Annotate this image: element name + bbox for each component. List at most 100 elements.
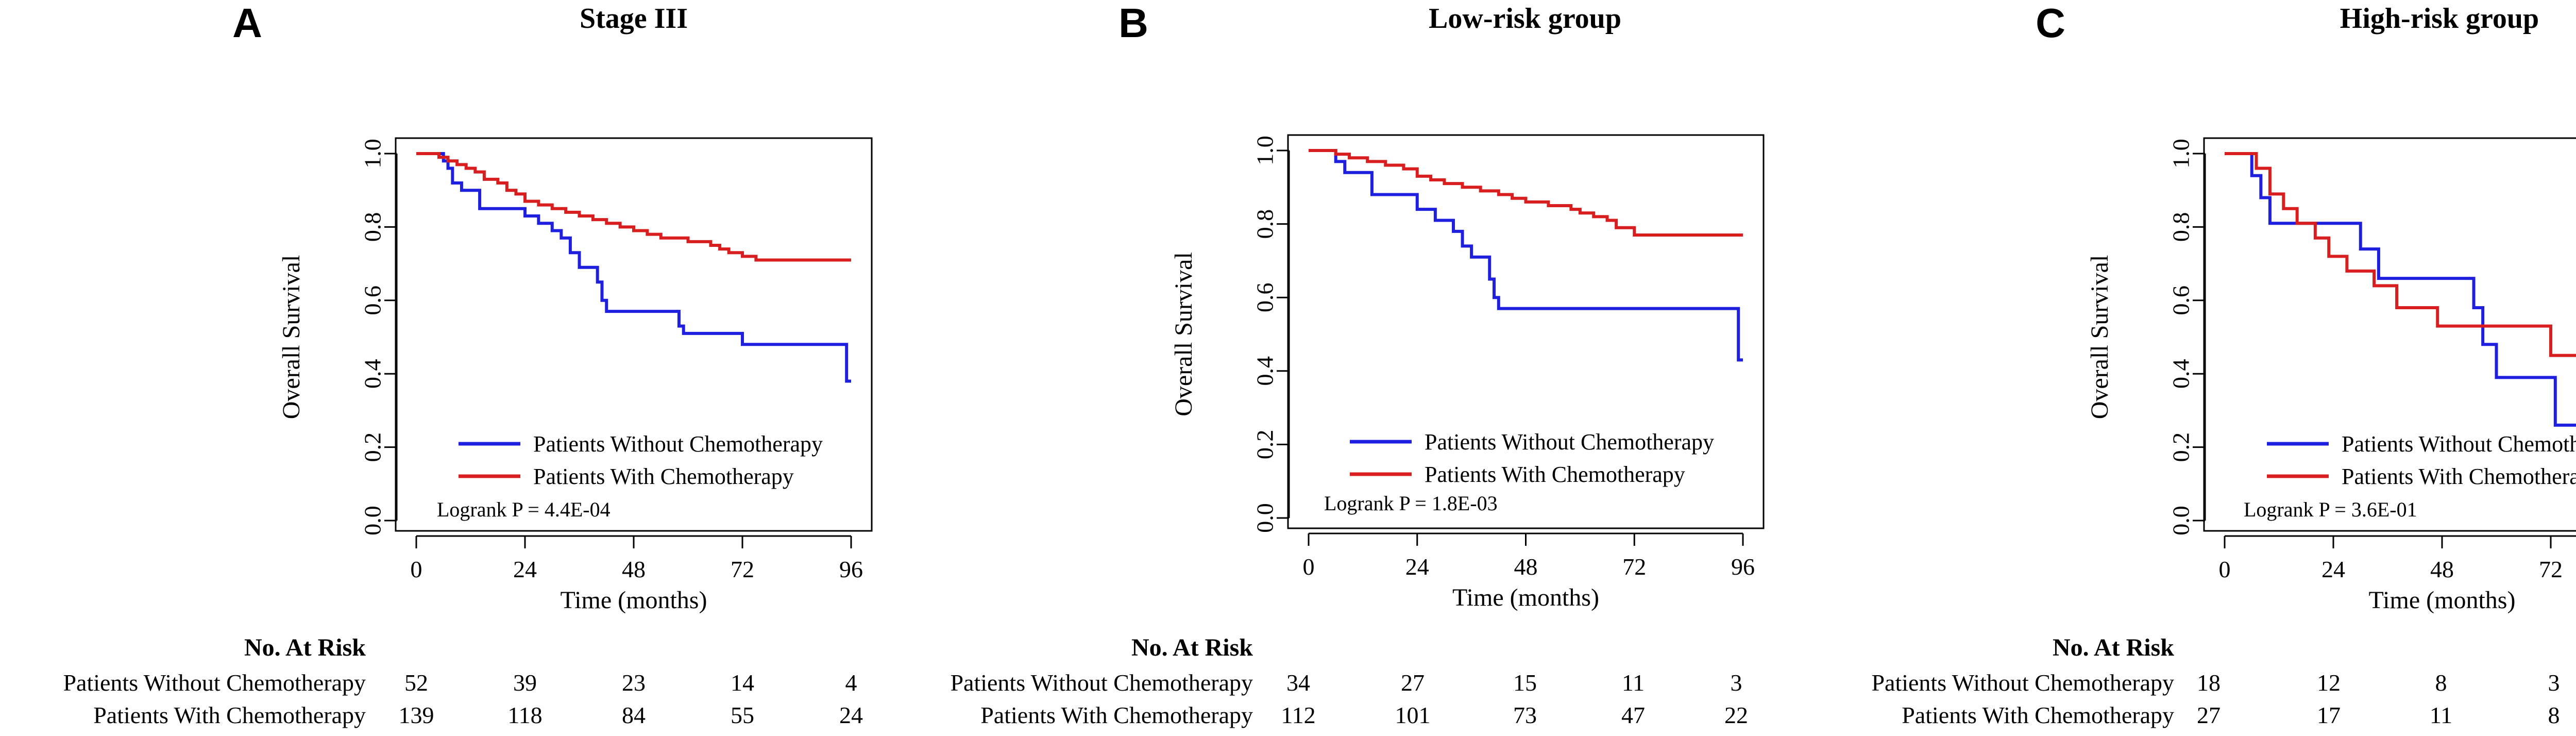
legend-label: Patients Without Chemotherapy (533, 431, 823, 457)
chart-title: Stage III (580, 3, 688, 35)
risk-count: 15 (1513, 670, 1537, 696)
y-tick-label: 1.0 (2168, 139, 2194, 169)
risk-count: 55 (731, 702, 754, 728)
risk-count: 3 (1731, 670, 1742, 696)
series-line-without-chemo (2225, 152, 2576, 427)
series-line-with-chemo (2225, 152, 2576, 357)
risk-count: 73 (1513, 702, 1537, 728)
y-axis-title: Overall Survival (2086, 255, 2113, 420)
risk-count: 52 (404, 670, 428, 696)
x-tick-label: 48 (1514, 554, 1538, 580)
risk-row-label: Patients Without Chemotherapy (1871, 670, 2174, 696)
risk-count: 84 (622, 702, 646, 728)
y-axis-title: Overall Survival (278, 255, 305, 420)
series-line-without-chemo (1309, 149, 1743, 362)
y-tick-label: 0.8 (360, 212, 386, 242)
y-tick-label: 0.8 (1252, 209, 1278, 239)
risk-count: 39 (513, 670, 537, 696)
risk-table-header: No. At Risk (1131, 634, 1253, 661)
risk-count: 8 (2435, 670, 2447, 696)
series-line-with-chemo (1309, 149, 1743, 237)
risk-count: 118 (507, 702, 542, 728)
x-axis-title: Time (months) (2369, 587, 2516, 614)
series-line-with-chemo (416, 152, 851, 262)
risk-count: 112 (1281, 702, 1315, 728)
y-tick-label: 0.8 (2168, 212, 2194, 242)
risk-count: 12 (2317, 670, 2341, 696)
risk-count: 47 (1621, 702, 1645, 728)
risk-count: 101 (1395, 702, 1431, 728)
risk-count: 11 (2430, 702, 2452, 728)
legend-label: Patients With Chemotherapy (2342, 464, 2576, 489)
risk-count: 34 (1286, 670, 1310, 696)
y-tick-label: 0.0 (2168, 506, 2194, 536)
risk-count: 4 (845, 670, 857, 696)
legend-label: Patients Without Chemotherapy (2342, 431, 2576, 457)
risk-count: 24 (839, 702, 863, 728)
x-tick-label: 24 (513, 556, 537, 582)
y-tick-label: 0.2 (360, 432, 386, 462)
risk-count: 11 (1622, 670, 1645, 696)
risk-table-header: No. At Risk (244, 634, 366, 661)
x-tick-label: 96 (839, 556, 863, 582)
x-tick-label: 0 (2219, 556, 2231, 582)
risk-count: 3 (2548, 670, 2560, 696)
panel-b: B Low-risk group 0 24 48 72 96 Time (months) 0.0… (950, 0, 1765, 728)
x-tick-label: 48 (622, 556, 646, 582)
risk-row-label: Patients Without Chemotherapy (950, 670, 1253, 696)
logrank-annotation: Logrank P = 3.6E-01 (2244, 498, 2417, 521)
risk-row-label: Patients With Chemotherapy (1902, 702, 2174, 728)
panel-a: A Stage III 0 24 48 72 96 Time (months) 0.0 0.2 0.… (63, 0, 873, 728)
y-tick-label: 0.2 (1252, 430, 1278, 460)
risk-count: 23 (622, 670, 646, 696)
panel-letter: B (1118, 0, 1148, 46)
legend-label: Patients Without Chemotherapy (1425, 429, 1714, 455)
risk-count: 17 (2317, 702, 2341, 728)
plot-frame (2203, 137, 2576, 532)
risk-row-label: Patients With Chemotherapy (980, 702, 1253, 728)
risk-count: 22 (1724, 702, 1748, 728)
x-tick-label: 72 (2539, 556, 2563, 582)
risk-count: 14 (731, 670, 754, 696)
x-tick-label: 72 (731, 556, 754, 582)
risk-table-header: No. At Risk (2053, 634, 2174, 661)
y-tick-label: 0.4 (360, 359, 386, 389)
x-tick-label: 24 (2321, 556, 2345, 582)
risk-count: 27 (1401, 670, 1425, 696)
panel-letter: A (232, 0, 262, 46)
y-tick-label: 0.2 (2168, 432, 2194, 462)
x-tick-label: 0 (1303, 554, 1315, 580)
panel-letter: C (2036, 0, 2065, 46)
plot-frame (395, 137, 873, 532)
x-tick-label: 72 (1622, 554, 1646, 580)
y-tick-label: 0.6 (1252, 282, 1278, 312)
y-tick-label: 1.0 (360, 139, 386, 169)
y-axis-title: Overall Survival (1170, 252, 1197, 416)
y-tick-label: 0.6 (360, 286, 386, 315)
x-tick-label: 96 (1731, 554, 1755, 580)
y-tick-label: 0.6 (2168, 286, 2194, 315)
risk-row-label: Patients With Chemotherapy (93, 702, 366, 728)
logrank-annotation: Logrank P = 1.8E-03 (1324, 492, 1498, 515)
x-axis-title: Time (months) (561, 587, 707, 614)
risk-count: 8 (2548, 702, 2560, 728)
chart-title: Low-risk group (1429, 3, 1621, 35)
x-tick-label: 0 (411, 556, 422, 582)
y-tick-label: 0.4 (1252, 356, 1278, 386)
series-line-without-chemo (416, 152, 851, 383)
chart-title: High-risk group (2340, 3, 2539, 35)
y-tick-label: 0.4 (2168, 359, 2194, 389)
risk-count: 18 (2197, 670, 2221, 696)
y-tick-label: 0.0 (360, 506, 386, 536)
risk-count: 27 (2197, 702, 2221, 728)
logrank-annotation: Logrank P = 4.4E-04 (437, 498, 611, 521)
x-axis-title: Time (months) (1452, 584, 1599, 611)
legend-label: Patients With Chemotherapy (533, 464, 794, 489)
y-tick-label: 1.0 (1252, 136, 1278, 165)
risk-row-label: Patients Without Chemotherapy (63, 670, 366, 696)
plot-frame (1287, 134, 1765, 529)
risk-count: 139 (399, 702, 434, 728)
y-tick-label: 0.0 (1252, 503, 1278, 533)
